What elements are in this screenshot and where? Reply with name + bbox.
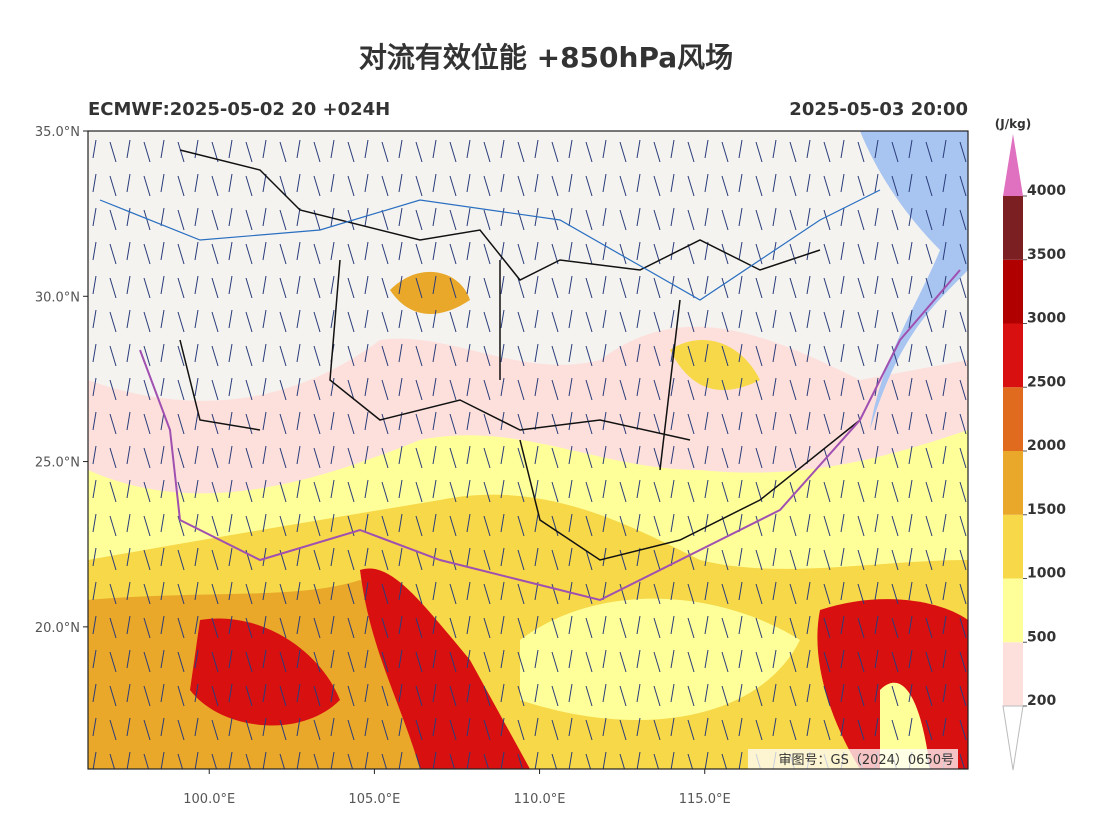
colorbar-band <box>1003 387 1023 451</box>
colorbar-label: 200 <box>1027 693 1056 709</box>
colorbar-band <box>1003 451 1023 515</box>
colorbar-band <box>1003 196 1023 260</box>
approval-number: 审图号：GS（2024）0650号 <box>779 753 955 768</box>
lon-tick-label: 110.0°E <box>514 792 566 807</box>
lat-tick-label: 30.0°N <box>35 290 80 305</box>
colorbar-label: 4000 <box>1027 183 1066 199</box>
map-field: 审图号：GS（2024）0650号 <box>88 131 968 769</box>
colorbar-band <box>1003 323 1023 388</box>
colorbar-label: 1500 <box>1027 502 1066 518</box>
colorbar-extend-max <box>1003 134 1023 196</box>
lon-tick-label: 115.0°E <box>679 792 731 807</box>
colorbar-extend-min <box>1002 705 1024 771</box>
colorbar-label: 1000 <box>1027 566 1066 582</box>
colorbar-label: 2000 <box>1027 438 1066 454</box>
colorbar-band <box>1003 578 1023 643</box>
title: 对流有效位能 +850hPa风场 <box>359 41 733 74</box>
valid-label: 2025-05-03 20:00 <box>789 99 968 120</box>
lon-tick-label: 100.0°E <box>183 792 235 807</box>
colorbar-label: 500 <box>1027 629 1056 645</box>
colorbar-label: 3000 <box>1027 311 1066 327</box>
colorbar-unit: (J/kg) <box>995 117 1031 131</box>
colorbar-label: 2500 <box>1027 374 1066 390</box>
lat-tick-label: 35.0°N <box>35 125 80 140</box>
lon-tick-label: 105.0°E <box>348 792 400 807</box>
lat-tick-label: 25.0°N <box>35 456 80 471</box>
colorbar-band <box>1003 642 1023 706</box>
map-frame <box>87 130 969 770</box>
colorbar-band <box>1003 259 1023 324</box>
colorbar-band <box>1003 514 1023 579</box>
run-label: ECMWF:2025-05-02 20 +024H <box>88 99 390 120</box>
lat-tick-label: 20.0°N <box>35 621 80 636</box>
colorbar-label: 3500 <box>1027 247 1066 263</box>
